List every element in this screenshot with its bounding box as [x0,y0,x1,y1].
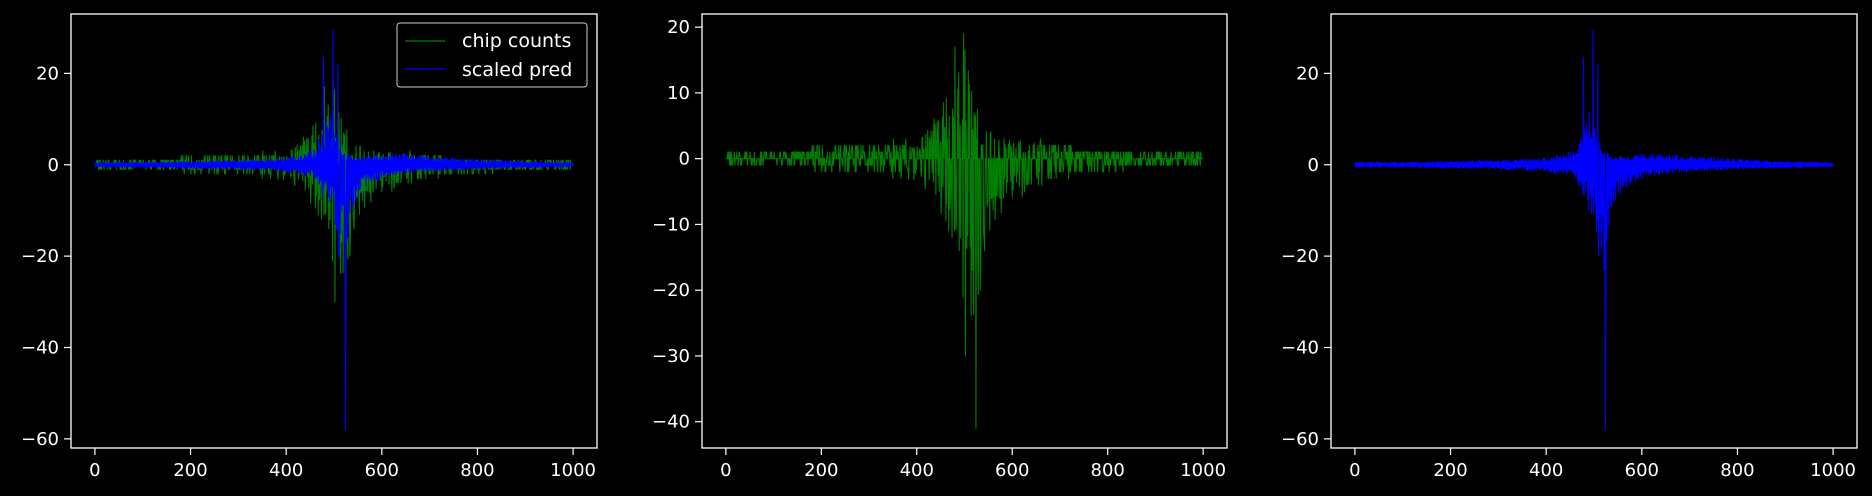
y-tick-label: −20 [652,280,690,301]
x-tick-label: 600 [1625,460,1659,481]
y-tick-label: 20 [667,17,690,38]
y-tick-label: 0 [679,149,690,170]
legend-box [396,22,588,88]
x-tick-label: 800 [460,460,494,481]
series-layer-3 [1354,29,1834,431]
x-tick-label: 800 [1091,460,1125,481]
x-tick-label: 0 [720,460,731,481]
x-tick-label: 0 [89,460,100,481]
y-tick-label: −30 [652,346,690,367]
plot-frame-1 [70,13,598,449]
y-tick-label: −60 [21,429,59,450]
chart-panel-2: 0 200 400 600 800 1000 20 10 0 −10 −20 −30 −40 [652,13,1228,481]
legend-label-scaled-pred: scaled pred [462,59,572,81]
series-layer-2 [725,33,1204,429]
x-tick-label: 200 [173,460,207,481]
x-tick-label: 400 [269,460,303,481]
x-tick-label: 0 [1349,460,1360,481]
x-tick-label: 200 [1433,460,1467,481]
y-tick-label: −40 [1281,337,1319,358]
y-tick-label: −10 [652,214,690,235]
series-line-scaled-pred [94,29,574,431]
series-layer-1 [94,29,574,431]
legend-label-chip-counts: chip counts [462,30,571,52]
legend: chip counts scaled pred [396,22,588,88]
x-tick-label: 600 [365,460,399,481]
y-tick-label: −60 [1281,429,1319,450]
y-tick-label: −40 [21,337,59,358]
y-tick-label: −20 [1281,246,1319,267]
x-tick-label: 200 [804,460,838,481]
y-tick-label: −20 [21,246,59,267]
x-tick-label: 800 [1720,460,1754,481]
y-tick-label: 10 [667,83,690,104]
plot-frame-2 [701,13,1228,449]
axes-layer-2: 0 200 400 600 800 1000 20 10 0 −10 −20 −30 −40 [652,17,1226,481]
series-line-0000ff [1354,29,1834,431]
y-tick-label: 0 [1308,155,1319,176]
x-tick-label: 600 [995,460,1029,481]
x-tick-label: 1000 [550,460,596,481]
x-tick-label: 400 [900,460,934,481]
x-tick-label: 400 [1529,460,1563,481]
y-tick-label: 20 [1296,63,1319,84]
x-tick-label: 1000 [1810,460,1856,481]
series-line-008000 [725,33,1204,429]
y-tick-label: 0 [48,155,59,176]
x-tick-label: 1000 [1180,460,1226,481]
y-tick-label: −40 [652,412,690,433]
y-tick-label: 20 [36,63,59,84]
plot-frame-3 [1330,13,1858,449]
